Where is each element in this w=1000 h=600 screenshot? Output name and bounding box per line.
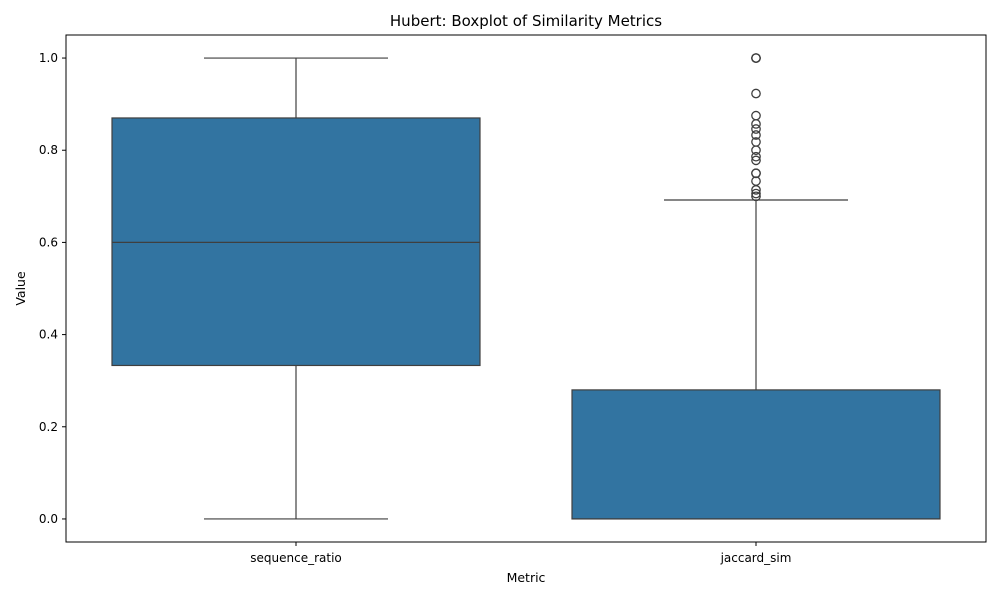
outlier-point xyxy=(751,119,761,129)
outlier-point xyxy=(751,168,761,179)
outlier-point xyxy=(751,155,761,166)
box-group-sequence_ratio xyxy=(111,57,481,520)
outlier-point xyxy=(751,176,761,186)
box-group-jaccard_sim xyxy=(571,53,941,520)
outlier-point xyxy=(751,130,761,140)
x-axis-label: Metric xyxy=(507,570,546,585)
y-tick-label: 0.4 xyxy=(39,328,58,342)
outlier-point xyxy=(751,191,761,202)
y-axis-label: Value xyxy=(13,271,28,306)
outlier-point xyxy=(751,151,761,162)
outlier-point xyxy=(751,110,761,121)
x-tick-label: jaccard_sim xyxy=(720,551,792,565)
outlier-point xyxy=(751,124,761,134)
box-iqr xyxy=(111,117,481,367)
plot-area-frame xyxy=(65,34,987,543)
outlier-point xyxy=(751,53,761,63)
outlier-point xyxy=(751,88,761,99)
outlier-point xyxy=(751,188,761,199)
outlier-point xyxy=(751,137,761,147)
x-tick-label: sequence_ratio xyxy=(250,551,342,565)
y-tick-label: 0.8 xyxy=(39,143,58,157)
y-tick-label: 0.2 xyxy=(39,420,58,434)
outlier-point xyxy=(751,145,761,156)
y-tick-label: 0.0 xyxy=(39,512,58,526)
y-tick-label: 1.0 xyxy=(39,51,58,65)
chart-title: Hubert: Boxplot of Similarity Metrics xyxy=(390,12,662,30)
box-iqr xyxy=(571,389,941,520)
y-tick-label: 0.6 xyxy=(39,235,58,249)
